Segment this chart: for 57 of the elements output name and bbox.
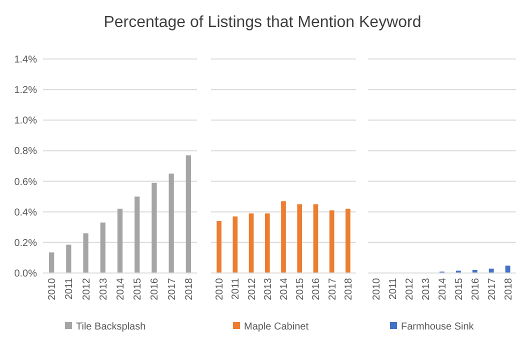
x-tick-label: 2010 — [372, 278, 383, 300]
x-tick-label: 2012 — [404, 278, 416, 300]
x-tick-label: 2017 — [327, 278, 338, 300]
bar — [83, 233, 88, 273]
bar — [152, 182, 157, 273]
x-tick-label: 2013 — [262, 278, 274, 300]
legend-label: Farmhouse Sink — [401, 322, 475, 332]
x-tick-label: 2011 — [388, 278, 400, 300]
bar — [346, 208, 350, 273]
x-tick-label: 2014 — [279, 278, 290, 300]
bar — [264, 213, 270, 273]
y-tick-label: 0.0% — [14, 268, 38, 280]
y-tick-label: 0.6% — [14, 176, 38, 188]
y-tick-label: 0.8% — [14, 146, 38, 158]
x-tick-label: 2013 — [98, 278, 110, 300]
x-tick-label: 2018 — [184, 278, 195, 300]
x-tick-label: 2011 — [230, 278, 242, 300]
x-tick-label: 2016 — [470, 278, 482, 300]
x-tick-label: 2013 — [421, 278, 432, 300]
bar — [297, 204, 302, 273]
bar — [232, 216, 238, 273]
y-tick-label: 1.4% — [14, 54, 38, 66]
bar — [186, 155, 192, 273]
y-tick-label: 1.0% — [14, 116, 38, 127]
bar — [281, 201, 286, 273]
text: Percentage of Listings that Mention Keyword — [104, 14, 422, 31]
bar — [48, 252, 54, 273]
x-tick-label: 2014 — [116, 278, 126, 300]
x-tick-label: 2012 — [246, 278, 258, 300]
bar — [66, 244, 72, 273]
x-tick-label: 2017 — [486, 278, 498, 300]
x-tick-label: 2017 — [166, 278, 178, 300]
x-tick-label: 2018 — [503, 278, 514, 300]
x-tick-label: 2012 — [81, 278, 92, 300]
y-tick-label: 0.2% — [14, 238, 38, 249]
bar — [168, 174, 174, 273]
x-tick-label: 2014 — [438, 278, 448, 300]
y-tick-label: 0.4% — [14, 207, 38, 218]
x-tick-label: 2015 — [132, 278, 144, 300]
bar — [313, 204, 318, 273]
legend-label: Maple Cabinet — [244, 322, 309, 332]
x-tick-label: 2015 — [295, 278, 306, 300]
x-tick-label: 2010 — [214, 278, 226, 300]
bar — [216, 221, 222, 273]
bar — [117, 208, 123, 273]
bar — [100, 222, 106, 273]
legend-label: Tile Backsplash — [76, 322, 146, 332]
x-tick-label: 2010 — [47, 278, 58, 300]
bar — [329, 210, 334, 273]
x-tick-label: 2016 — [311, 278, 322, 300]
bar — [134, 196, 140, 273]
y-tick-label: 1.2% — [14, 85, 38, 96]
x-tick-label: 2011 — [64, 278, 76, 300]
x-tick-label: 2018 — [343, 278, 354, 300]
bar — [248, 213, 254, 273]
x-tick-label: 2016 — [150, 278, 161, 300]
x-tick-label: 2015 — [454, 278, 465, 300]
